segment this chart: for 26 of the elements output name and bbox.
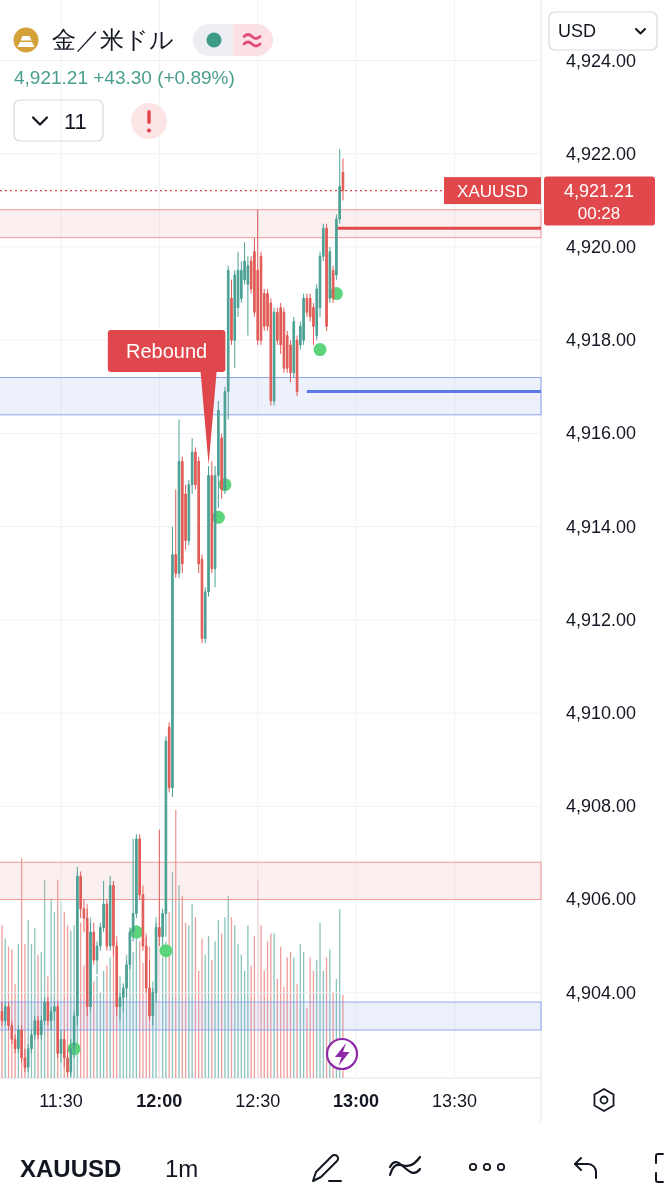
ref-line-label: XAUUSD [457,181,528,201]
y-tick-label: 4,918.00 [565,330,637,351]
text: 1m [165,1154,199,1182]
y-tick-label: 4,922.00 [565,143,637,164]
y-tick-label: 4,908.00 [565,796,637,817]
y-tick-label: 4,910.00 [565,703,637,724]
x-tick-label: 13:30 [431,1091,477,1111]
text: XAUUSD [20,1154,122,1182]
text: 金／米ドル [52,26,174,54]
y-tick-label: 4,904.00 [565,982,637,1003]
text: 00:28 [577,203,621,223]
y-tick-label: 4,906.00 [565,889,637,910]
y-tick-label: 4,920.00 [565,237,637,258]
x-tick-label: 12:00 [136,1091,183,1111]
y-tick-label: 4,912.00 [565,609,637,630]
annotation: Rebound [126,340,208,362]
text: USD [558,21,597,41]
x-tick-label: 11:30 [39,1091,83,1111]
y-tick-label: 4,916.00 [565,423,637,444]
annotation: 11 [64,108,87,134]
x-tick-label: 13:00 [333,1091,380,1111]
y-tick-label: 4,914.00 [565,516,637,537]
y-tick-label: 4,924.00 [565,50,637,71]
x-tick-label: 12:30 [235,1091,281,1111]
text: 4,921.21 +43.30 (+0.89%) [14,66,235,88]
text: 4,921.21 [563,180,635,201]
